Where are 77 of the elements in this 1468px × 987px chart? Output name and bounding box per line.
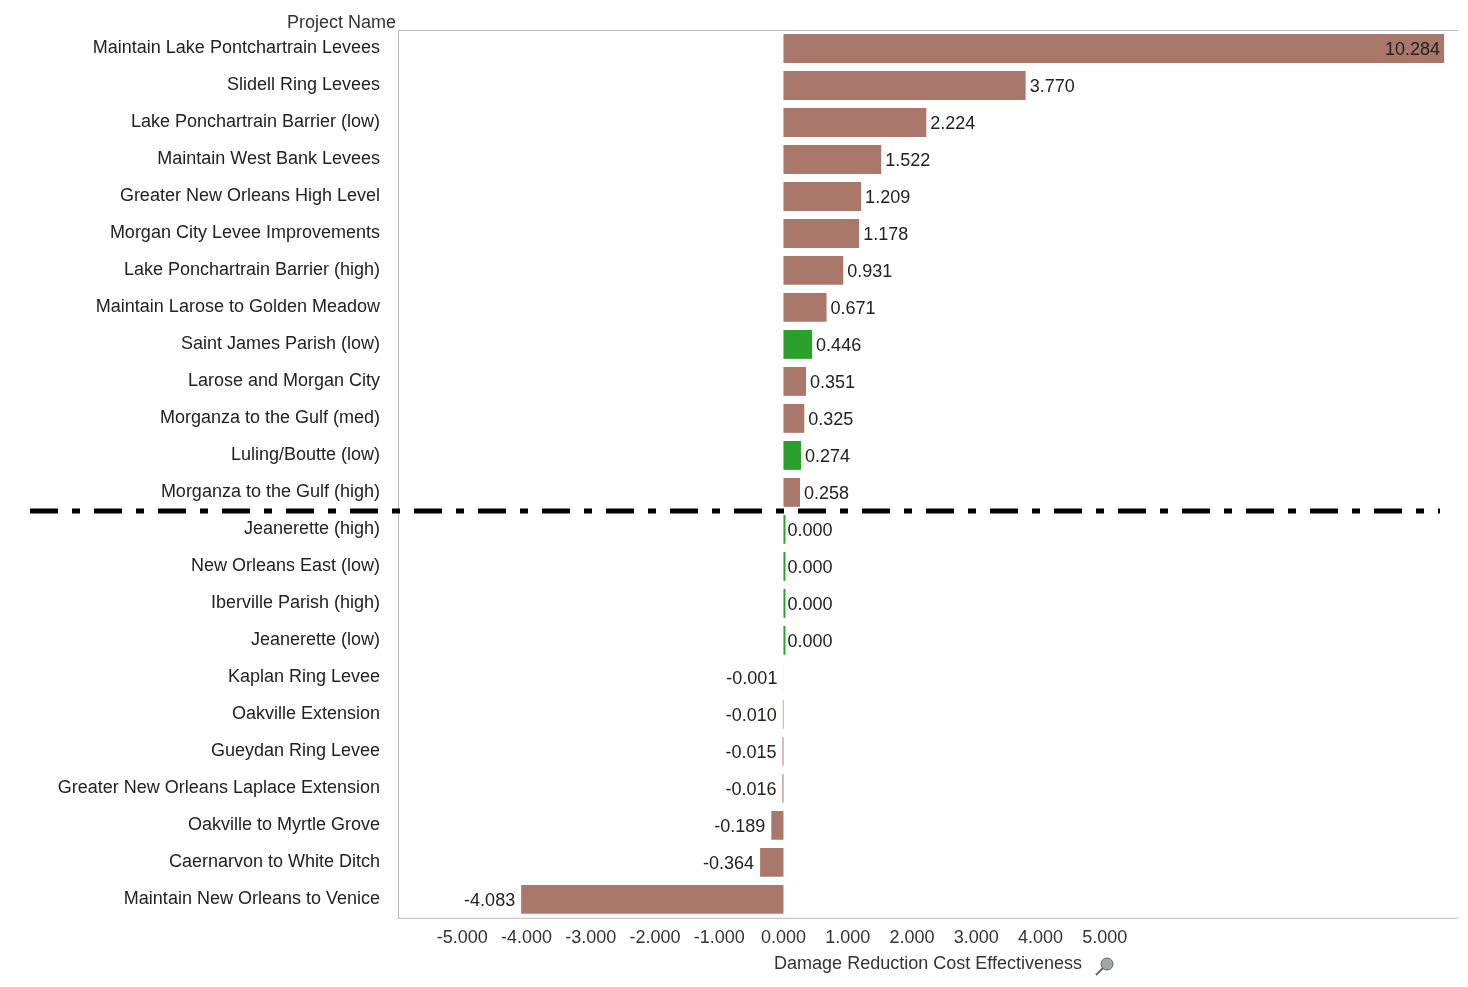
data-label: -0.364 <box>703 853 755 874</box>
x-tick-label: -3.000 <box>565 926 617 947</box>
data-label: 0.000 <box>787 594 833 615</box>
y-tick-label: Caernarvon to White Ditch <box>168 851 380 872</box>
y-tick-label: Morgan City Levee Improvements <box>109 222 380 243</box>
data-label: 0.274 <box>805 446 851 467</box>
x-tick-label: 0.000 <box>760 926 806 947</box>
x-tick-label: 4.000 <box>1017 926 1063 947</box>
y-tick-label: Oakville to Myrtle Grove <box>187 814 380 835</box>
x-tick-label: 1.000 <box>825 926 871 947</box>
data-label: 3.770 <box>1029 76 1075 97</box>
data-label: -0.189 <box>714 816 766 837</box>
x-tick-label: -2.000 <box>629 926 681 947</box>
data-label: 2.224 <box>930 113 976 134</box>
data-label: -0.015 <box>725 742 777 763</box>
data-label: 0.258 <box>804 483 850 504</box>
y-tick-label: Oakville Extension <box>231 703 380 724</box>
x-tick-label: -4.000 <box>500 926 553 947</box>
y-tick-label: Morganza to the Gulf (high) <box>160 481 380 502</box>
bar <box>783 256 844 285</box>
y-tick-label: Maintain Lake Pontchartrain Levees <box>92 37 380 58</box>
bar <box>783 71 1026 100</box>
x-axis-title: Damage Reduction Cost Effectiveness <box>774 953 1082 974</box>
y-tick-label: Larose and Morgan City <box>187 370 380 391</box>
y-tick-label: Kaplan Ring Levee <box>227 666 380 687</box>
y-tick-label: Slidell Ring Levees <box>226 74 380 95</box>
y-tick-label: Morganza to the Gulf (med) <box>159 407 380 428</box>
bar <box>783 366 806 396</box>
bar <box>783 403 805 433</box>
data-label: 1.522 <box>885 150 931 171</box>
bar <box>783 330 813 359</box>
data-label: 0.000 <box>787 631 833 652</box>
bar <box>783 145 882 174</box>
bar <box>783 219 860 248</box>
x-tick-label: 5.000 <box>1082 926 1128 947</box>
x-tick-label: -5.000 <box>436 926 488 947</box>
y-tick-label: New Orleans East (low) <box>190 555 380 576</box>
y-tick-label: Iberville Parish (high) <box>210 592 380 613</box>
data-label: -0.010 <box>725 705 777 726</box>
data-label: 0.351 <box>810 372 856 393</box>
y-tick-label: Greater New Orleans High Level <box>119 185 380 206</box>
data-label: 1.209 <box>865 187 911 208</box>
y-tick-label: Jeanerette (high) <box>243 518 380 539</box>
bar <box>783 293 827 322</box>
data-label: 1.178 <box>863 224 909 245</box>
y-tick-label: Maintain Larose to Golden Meadow <box>95 296 381 317</box>
data-label: 10.284 <box>1385 39 1441 60</box>
data-label: -0.001 <box>726 668 778 689</box>
x-tick-label: 2.000 <box>889 926 935 947</box>
y-tick-label: Lake Ponchartrain Barrier (low) <box>130 111 380 132</box>
data-label: 0.000 <box>787 520 833 541</box>
y-tick-label: Gueydan Ring Levee <box>210 740 380 761</box>
y-axis-title: Project Name <box>286 11 396 32</box>
bar <box>783 34 1445 63</box>
bar <box>783 440 802 470</box>
bar <box>783 108 927 137</box>
y-tick-label: Saint James Parish (low) <box>180 333 380 354</box>
x-tick-label: 3.000 <box>953 926 999 947</box>
y-tick-label: Luling/Boutte (low) <box>230 444 380 465</box>
data-label: 0.446 <box>816 335 862 356</box>
y-tick-label: Jeanerette (low) <box>250 629 380 650</box>
y-tick-label: Lake Ponchartrain Barrier (high) <box>123 259 380 280</box>
data-label: -0.016 <box>725 779 777 800</box>
y-tick-label: Maintain West Bank Levees <box>157 148 380 169</box>
data-label: -4.083 <box>464 890 516 911</box>
bar <box>783 182 862 211</box>
data-label: 0.931 <box>847 261 893 282</box>
bar <box>521 884 784 914</box>
data-label: 0.671 <box>830 298 876 319</box>
data-label: 0.000 <box>787 557 833 578</box>
bar <box>771 810 784 840</box>
bar <box>760 847 784 877</box>
bar <box>783 477 801 507</box>
y-tick-label: Maintain New Orleans to Venice <box>123 888 380 909</box>
data-label: 0.325 <box>808 409 854 430</box>
x-tick-label: -1.000 <box>693 926 745 947</box>
y-tick-label: Greater New Orleans Laplace Extension <box>57 777 380 798</box>
